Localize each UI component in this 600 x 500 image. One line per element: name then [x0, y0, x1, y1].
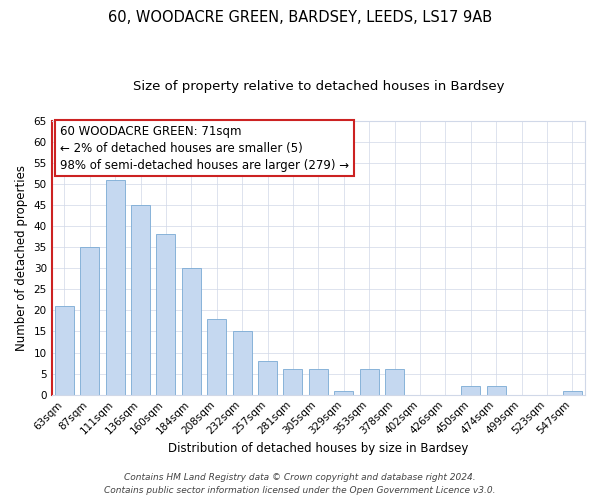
Bar	[487, 386, 506, 394]
Bar	[258, 361, 277, 394]
Title: Size of property relative to detached houses in Bardsey: Size of property relative to detached ho…	[133, 80, 504, 93]
Bar	[131, 205, 150, 394]
Text: 60 WOODACRE GREEN: 71sqm
← 2% of detached houses are smaller (5)
98% of semi-det: 60 WOODACRE GREEN: 71sqm ← 2% of detache…	[59, 124, 349, 172]
Text: Contains HM Land Registry data © Crown copyright and database right 2024.
Contai: Contains HM Land Registry data © Crown c…	[104, 474, 496, 495]
Bar	[334, 390, 353, 394]
Bar	[182, 268, 201, 394]
Bar	[309, 370, 328, 394]
Bar	[563, 390, 582, 394]
X-axis label: Distribution of detached houses by size in Bardsey: Distribution of detached houses by size …	[168, 442, 469, 455]
Y-axis label: Number of detached properties: Number of detached properties	[15, 164, 28, 350]
Bar	[385, 370, 404, 394]
Bar	[233, 332, 251, 394]
Bar	[157, 234, 175, 394]
Bar	[207, 319, 226, 394]
Text: 60, WOODACRE GREEN, BARDSEY, LEEDS, LS17 9AB: 60, WOODACRE GREEN, BARDSEY, LEEDS, LS17…	[108, 10, 492, 25]
Bar	[55, 306, 74, 394]
Bar	[359, 370, 379, 394]
Bar	[106, 180, 125, 394]
Bar	[461, 386, 480, 394]
Bar	[80, 247, 99, 394]
Bar	[283, 370, 302, 394]
